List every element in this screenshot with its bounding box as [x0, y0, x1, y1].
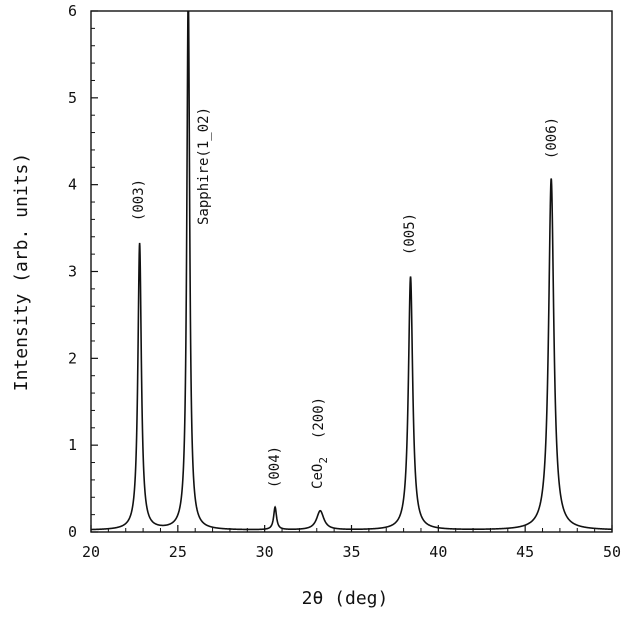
x-tick-label: 50: [603, 543, 621, 561]
x-tick-label: 25: [169, 543, 187, 561]
y-tick-label: 0: [68, 523, 77, 541]
x-tick-label: 45: [516, 543, 534, 561]
peak-label-003: (003): [131, 179, 147, 221]
x-tick-label: 35: [342, 543, 360, 561]
x-tick-labels: 20 25 30 35 40 45 50: [82, 543, 621, 561]
y-tick-label: 3: [68, 263, 77, 281]
peak-label-005: (005): [402, 213, 418, 255]
plot-frame: [90, 10, 613, 533]
y-tick-label: 4: [68, 176, 77, 194]
plot-area-border: [90, 10, 613, 533]
y-axis-title: Intensity (arb. units): [11, 153, 32, 391]
tick-marks: [90, 10, 613, 533]
diffraction-pattern-line: [91, 11, 612, 531]
peak-label-sapphire: Sapphire(1_02): [196, 107, 212, 225]
x-tick-label: 30: [256, 543, 274, 561]
x-tick-label: 40: [429, 543, 447, 561]
peak-label-ceo2: CeO2: [310, 457, 330, 489]
y-tick-labels: 0 1 2 3 4 5 6: [68, 2, 77, 541]
y-tick-label: 5: [68, 89, 77, 107]
x-tick-label: 20: [82, 543, 100, 561]
y-tick-label: 6: [68, 2, 77, 20]
peak-label-ceo2-200: (200): [311, 397, 327, 439]
peak-label-006: (006): [544, 117, 560, 159]
y-tick-label: 1: [68, 436, 77, 454]
x-axis-title: 2θ (deg): [302, 588, 389, 609]
peak-label-004: (004): [267, 446, 283, 488]
y-tick-label: 2: [68, 349, 77, 367]
